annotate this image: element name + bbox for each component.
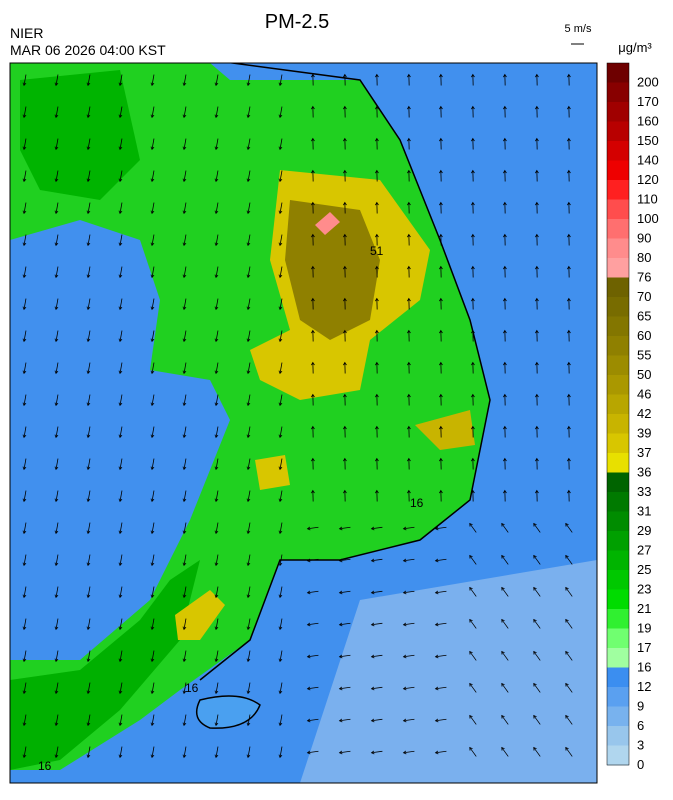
colorbar-cell bbox=[607, 297, 629, 317]
colorbar-cell bbox=[607, 473, 629, 493]
colorbar-label: 90 bbox=[637, 231, 651, 246]
colorbar-label: 37 bbox=[637, 445, 651, 460]
timestamp: MAR 06 2026 04:00 KST bbox=[10, 42, 166, 58]
colorbar-cell bbox=[607, 746, 629, 766]
colorbar-cell bbox=[607, 668, 629, 688]
colorbar-cell bbox=[607, 200, 629, 220]
colorbar-cell bbox=[607, 239, 629, 259]
colorbar-cell bbox=[607, 609, 629, 629]
colorbar-label: 55 bbox=[637, 348, 651, 363]
colorbar-cell bbox=[607, 141, 629, 161]
colorbar-label: 160 bbox=[637, 114, 659, 129]
colorbar-label: 76 bbox=[637, 270, 651, 285]
colorbar-label: 42 bbox=[637, 406, 651, 421]
colorbar-label: 29 bbox=[637, 523, 651, 538]
colorbar-label: 0 bbox=[637, 757, 644, 772]
unit: μg/m³ bbox=[618, 40, 652, 55]
colorbar-cell bbox=[607, 453, 629, 473]
colorbar-label: 6 bbox=[637, 718, 644, 733]
colorbar-cell bbox=[607, 317, 629, 337]
colorbar-cell bbox=[607, 180, 629, 200]
colorbar-label: 16 bbox=[637, 660, 651, 675]
colorbar-label: 31 bbox=[637, 504, 651, 519]
colorbar-label: 170 bbox=[637, 94, 659, 109]
colorbar-cell bbox=[607, 219, 629, 239]
title: PM-2.5 bbox=[265, 11, 329, 33]
colorbar-label: 12 bbox=[637, 679, 651, 694]
colorbar-cell bbox=[607, 258, 629, 278]
colorbar-cell bbox=[607, 336, 629, 356]
colorbar-cell bbox=[607, 629, 629, 649]
colorbar-label: 150 bbox=[637, 133, 659, 148]
colorbar-label: 120 bbox=[637, 172, 659, 187]
colorbar-label: 33 bbox=[637, 484, 651, 499]
colorbar-cell bbox=[607, 512, 629, 532]
contour-label: 51 bbox=[370, 244, 384, 258]
colorbar-cell bbox=[607, 687, 629, 707]
pm-moderate bbox=[255, 455, 290, 490]
colorbar-label: 65 bbox=[637, 309, 651, 324]
wind-scale-label: 5 m/s bbox=[565, 23, 592, 35]
colorbar-label: 60 bbox=[637, 328, 651, 343]
contour-label: 16 bbox=[185, 681, 199, 695]
colorbar-cell bbox=[607, 414, 629, 434]
contour-label: 16 bbox=[38, 759, 52, 773]
colorbar-cell bbox=[607, 531, 629, 551]
colorbar-cell bbox=[607, 63, 629, 83]
colorbar-label: 9 bbox=[637, 699, 644, 714]
colorbar-label: 200 bbox=[637, 75, 659, 90]
colorbar-label: 25 bbox=[637, 562, 651, 577]
colorbar-label: 27 bbox=[637, 543, 651, 558]
colorbar-cell bbox=[607, 375, 629, 395]
colorbar-cell bbox=[607, 492, 629, 512]
colorbar-label: 140 bbox=[637, 153, 659, 168]
colorbar-cell bbox=[607, 102, 629, 122]
colorbar: 2001701601501401201101009080767065605550… bbox=[607, 63, 659, 772]
colorbar-cell bbox=[607, 395, 629, 415]
colorbar-label: 50 bbox=[637, 367, 651, 382]
colorbar-cell bbox=[607, 551, 629, 571]
colorbar-label: 80 bbox=[637, 250, 651, 265]
colorbar-label: 70 bbox=[637, 289, 651, 304]
colorbar-cell bbox=[607, 648, 629, 668]
map: 16 16 16 51 bbox=[10, 60, 597, 783]
colorbar-label: 100 bbox=[637, 211, 659, 226]
colorbar-cell bbox=[607, 726, 629, 746]
contour-label: 16 bbox=[410, 496, 424, 510]
colorbar-label: 17 bbox=[637, 640, 651, 655]
colorbar-cell bbox=[607, 590, 629, 610]
colorbar-cell bbox=[607, 356, 629, 376]
colorbar-cell bbox=[607, 83, 629, 103]
colorbar-cell bbox=[607, 161, 629, 181]
colorbar-cell bbox=[607, 122, 629, 142]
agency: NIER bbox=[10, 25, 43, 41]
colorbar-cell bbox=[607, 434, 629, 454]
colorbar-cell bbox=[607, 707, 629, 727]
colorbar-label: 39 bbox=[637, 426, 651, 441]
colorbar-label: 21 bbox=[637, 601, 651, 616]
colorbar-label: 23 bbox=[637, 582, 651, 597]
colorbar-cell bbox=[607, 278, 629, 298]
colorbar-label: 110 bbox=[637, 192, 658, 207]
colorbar-label: 36 bbox=[637, 465, 651, 480]
colorbar-cell bbox=[607, 570, 629, 590]
colorbar-label: 3 bbox=[637, 738, 644, 753]
colorbar-label: 19 bbox=[637, 621, 651, 636]
colorbar-label: 46 bbox=[637, 387, 651, 402]
